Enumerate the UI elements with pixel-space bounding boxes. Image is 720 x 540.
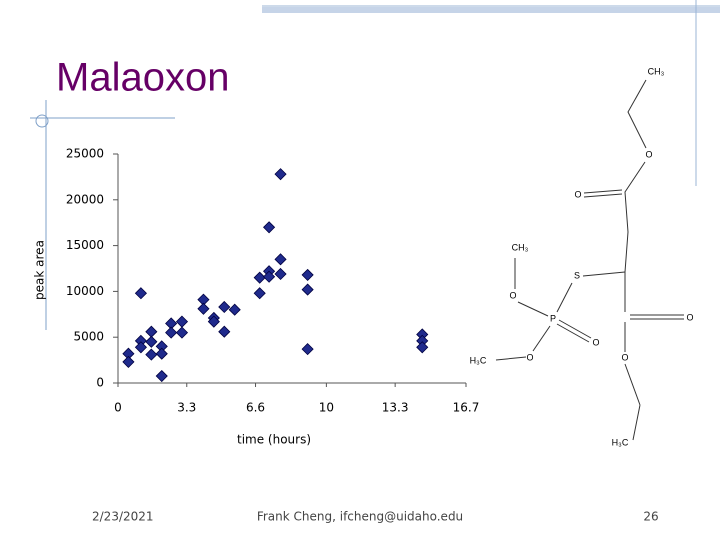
data-point [416,341,429,354]
data-point [134,341,147,354]
structure-label: CH₃ [648,66,665,76]
slide-title: Malaoxon [56,56,229,100]
data-point [274,168,287,181]
decor-circle [35,114,49,128]
data-point [175,315,189,328]
data-point [197,302,210,315]
x-tick-label: 0 [114,401,122,415]
structure-label: O [574,189,581,199]
structure-label: O [686,312,693,322]
y-axis-label: peak area [33,240,47,300]
data-point [145,325,158,338]
y-tick-label: 10000 [66,284,104,298]
data-point [155,369,168,383]
x-tick-label: 16.7 [453,401,480,415]
structure-label: H₃C [612,437,629,447]
data-point [122,355,135,368]
data-point [253,287,266,300]
x-tick-label: 3.3 [177,401,196,415]
data-point [155,347,168,360]
data-point [301,343,314,356]
y-tick-label: 15000 [66,238,104,252]
structure-label: O [526,352,533,362]
y-tick-label: 0 [96,376,104,390]
data-point [253,271,266,284]
data-point [228,303,241,316]
structure-label: CH₃ [512,242,529,252]
y-tick-label: 25000 [66,147,104,161]
footer-author: Frank Cheng, ifcheng@uidaho.edu [257,510,463,524]
x-tick-label: 10 [319,401,334,415]
structure-label: P [550,313,556,323]
data-point [134,287,147,300]
footer-page: 26 [643,510,658,524]
data-point [263,270,276,283]
structure-label: S [574,270,580,280]
data-point [145,335,158,348]
x-tick-label: 13.3 [382,401,409,415]
y-tick-label: 20000 [66,192,104,206]
data-point [274,253,287,266]
x-axis-label: time (hours) [237,433,311,447]
data-point [175,326,189,339]
structure-label: O [592,337,599,347]
structure-label: H₃C [470,355,487,365]
structure-label: O [645,149,652,159]
data-point [301,283,314,296]
x-tick-label: 6.6 [246,401,265,415]
structure-label: O [621,352,628,362]
data-point [207,315,220,328]
structure-bonds [495,79,684,441]
data-point [218,300,231,314]
structure-label: O [509,290,516,300]
data-point [165,326,178,339]
y-tick-label: 5000 [73,330,104,344]
footer-date: 2/23/2021 [92,510,154,524]
data-point [263,221,276,234]
data-point [301,268,314,281]
data-point [218,325,231,338]
data-point [145,348,158,361]
data-point [274,267,287,281]
